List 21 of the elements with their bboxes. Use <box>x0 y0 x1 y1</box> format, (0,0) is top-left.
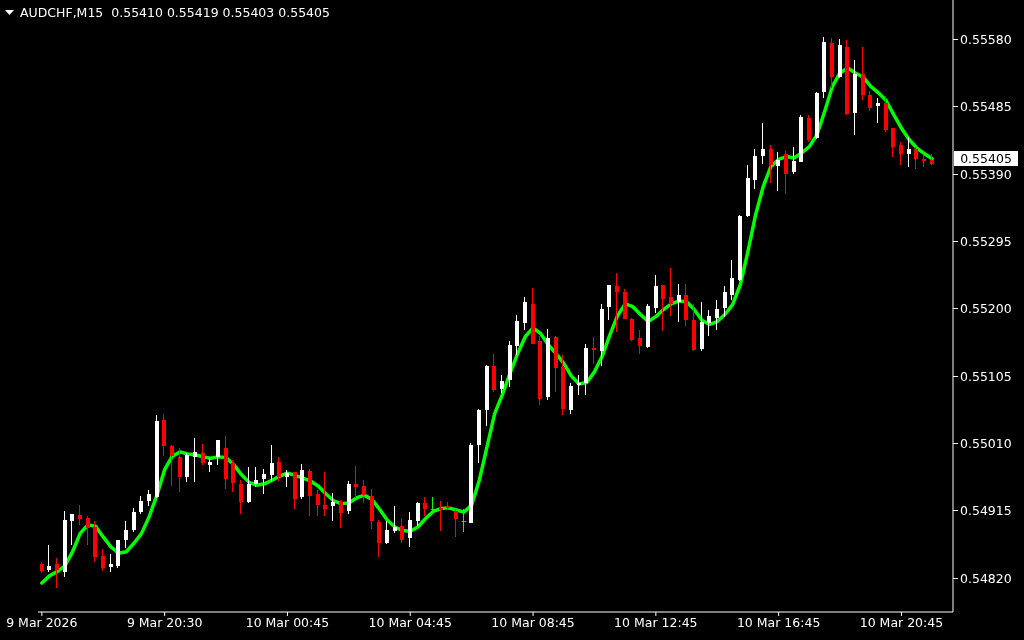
y-tick-label: 0.55580 <box>960 32 1012 48</box>
x-tick-label: 10 Mar 12:45 <box>614 615 698 631</box>
x-tick-label: 9 Mar 20:30 <box>126 615 203 631</box>
y-tick-label: 0.55010 <box>960 435 1012 451</box>
y-tick-label: 0.55105 <box>960 368 1012 384</box>
x-tick-label: 10 Mar 04:45 <box>368 615 452 631</box>
x-tick-label: 10 Mar 20:45 <box>859 615 944 631</box>
x-tick-label: 9 Mar 2026 <box>6 615 78 631</box>
text: 0.55405 <box>954 150 1018 166</box>
y-tick-label: 0.55390 <box>960 166 1012 182</box>
y-tick-label: 0.54915 <box>960 503 1012 519</box>
x-tick-label: 10 Mar 08:45 <box>491 615 575 631</box>
x-tick-label: 10 Mar 00:45 <box>245 615 330 631</box>
candlestick <box>353 466 358 498</box>
chart-title: AUDCHF,M15 0.55410 0.55419 0.55403 0.55405 <box>20 5 330 20</box>
y-tick-label: 0.55485 <box>960 99 1012 115</box>
y-tick-label: 0.55200 <box>960 301 1012 317</box>
candlestick <box>461 509 466 532</box>
x-tick-label: 10 Mar 16:45 <box>736 615 821 631</box>
y-tick-label: 0.55295 <box>960 234 1012 250</box>
y-tick-label: 0.54820 <box>960 570 1012 586</box>
